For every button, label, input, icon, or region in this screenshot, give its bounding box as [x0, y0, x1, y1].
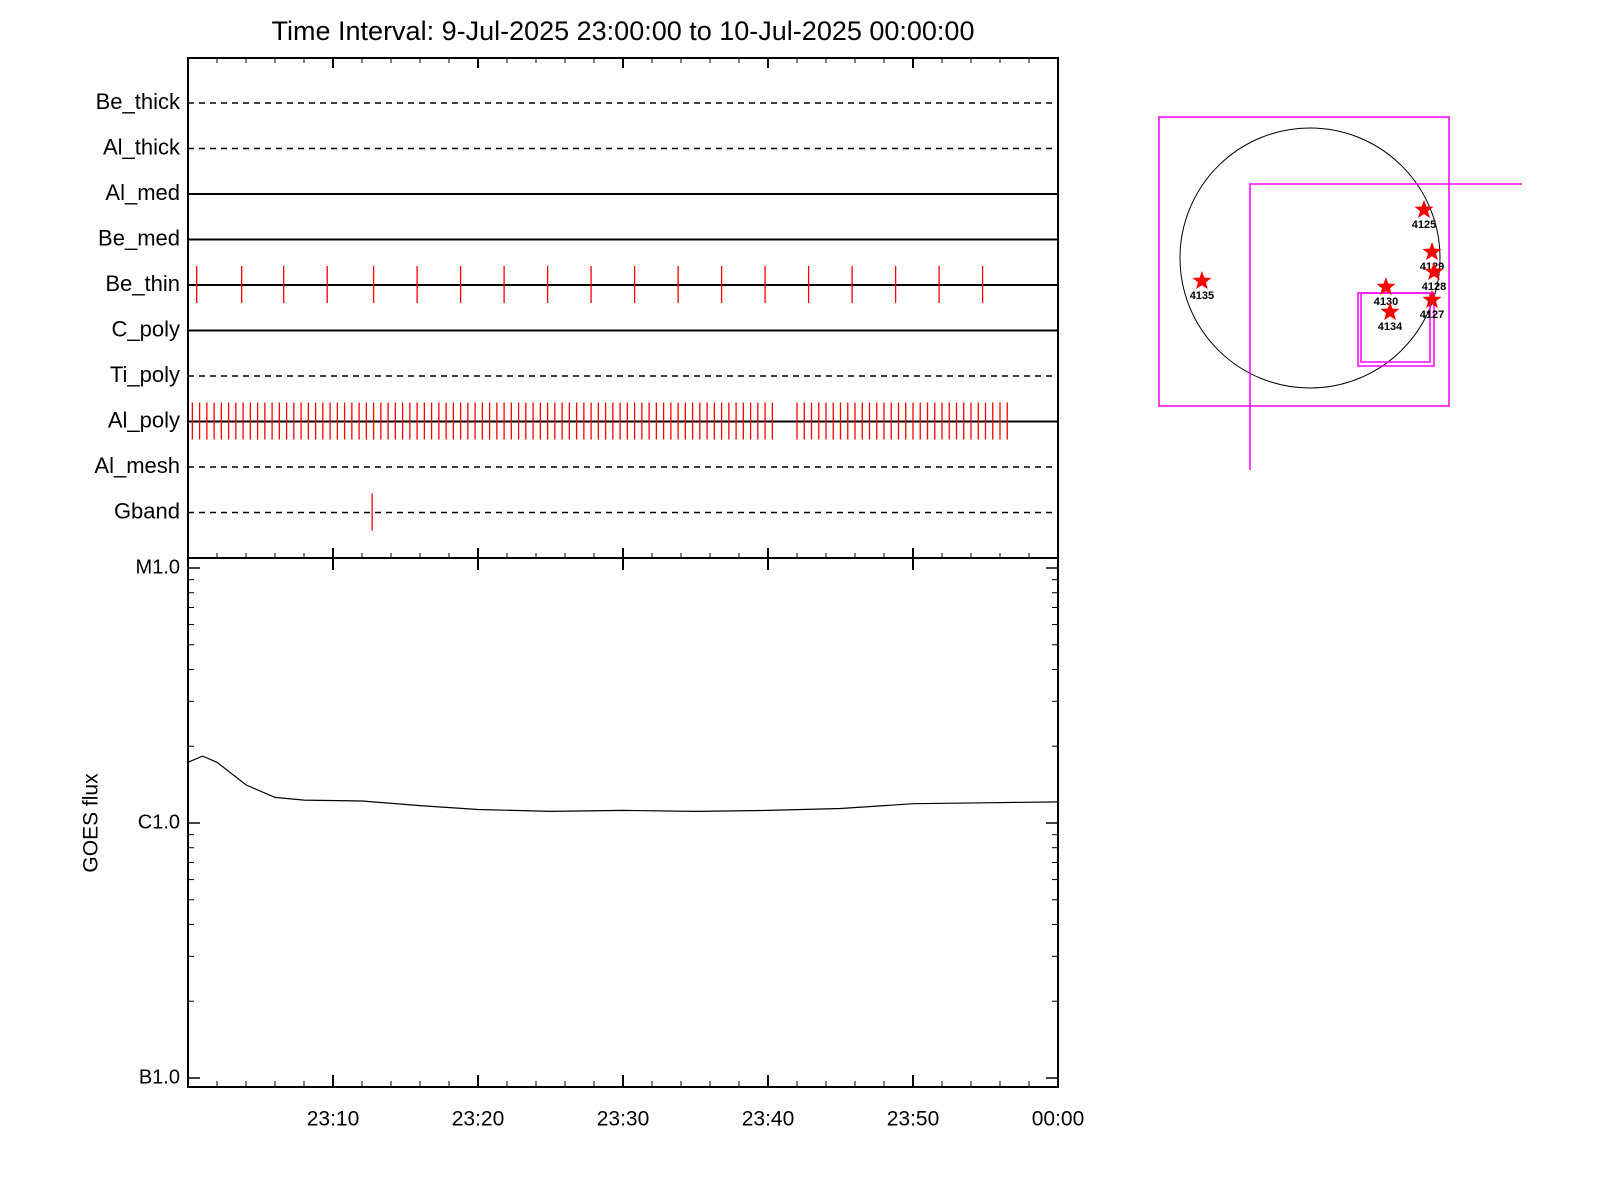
solar-disk — [1179, 127, 1441, 389]
region-label: 4125 — [1412, 219, 1436, 231]
y-tick-label: B1.0 — [139, 1066, 180, 1088]
region-label: 4127 — [1420, 309, 1444, 321]
region-label: 4134 — [1378, 321, 1403, 333]
x-tick-label: 23:30 — [597, 1108, 650, 1131]
flux-line — [187, 755, 1059, 813]
y-tick-label: C1.0 — [138, 811, 180, 833]
row-label: Al_poly — [108, 407, 180, 432]
region-star — [1422, 290, 1442, 309]
region-label: 4135 — [1190, 290, 1214, 302]
fov-box — [1360, 292, 1431, 363]
row-label: Be_thin — [105, 271, 180, 296]
region-label: 4130 — [1374, 296, 1398, 308]
row-label: C_poly — [112, 316, 180, 341]
goes-frame — [187, 557, 1059, 1088]
row-label: Al_med — [105, 180, 180, 205]
x-tick-label: 00:00 — [1032, 1108, 1085, 1131]
row-label: Ti_poly — [110, 362, 180, 387]
chart-title: Time Interval: 9-Jul-2025 23:00:00 to 10… — [272, 16, 975, 46]
region-star — [1380, 302, 1400, 321]
x-tick-label: 23:10 — [307, 1108, 360, 1131]
x-tick-label: 23:40 — [742, 1108, 795, 1131]
row-label: Be_thick — [96, 89, 181, 114]
row-label: Be_med — [98, 225, 180, 250]
x-tick-label: 23:20 — [452, 1108, 505, 1131]
fov-box — [1158, 116, 1450, 407]
region-star — [1192, 271, 1212, 290]
region-star — [1422, 242, 1442, 261]
fov-box — [1249, 183, 1522, 470]
y-axis-label: GOES flux — [80, 773, 103, 873]
row-label: Gband — [114, 498, 180, 523]
region-star — [1414, 199, 1434, 218]
timeline-frame — [187, 57, 1059, 559]
row-label: Al_mesh — [94, 453, 180, 478]
region-star — [1376, 277, 1396, 296]
region-star — [1424, 261, 1444, 280]
y-tick-label: M1.0 — [136, 556, 180, 578]
region-label: 4128 — [1422, 281, 1446, 293]
row-label: Al_thick — [103, 134, 181, 159]
x-tick-label: 23:50 — [887, 1108, 940, 1131]
